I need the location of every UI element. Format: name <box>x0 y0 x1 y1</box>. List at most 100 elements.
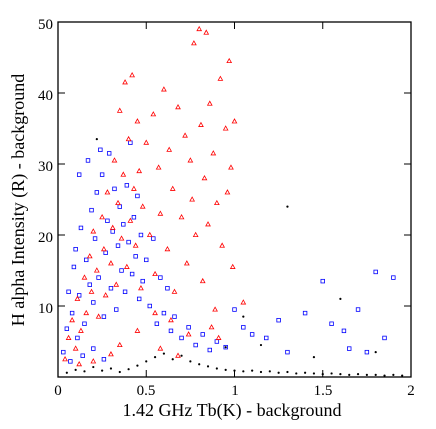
dot-point <box>259 343 263 347</box>
dot-point <box>295 372 298 375</box>
square-point <box>117 204 122 209</box>
triangle-point <box>108 260 114 266</box>
square-point <box>85 158 91 163</box>
triangle-point <box>229 263 236 269</box>
triangle-point <box>127 217 134 223</box>
square-point <box>154 321 160 326</box>
triangle-point <box>111 157 118 163</box>
triangle-point <box>108 351 114 357</box>
triangle-point <box>86 253 93 259</box>
dot-point <box>242 315 245 318</box>
triangle-point <box>189 196 196 202</box>
dot-point <box>392 373 395 376</box>
triangle-point <box>74 295 81 301</box>
dot-point <box>383 374 386 377</box>
triangle-point <box>143 139 150 145</box>
square-point <box>364 349 370 355</box>
square-point <box>106 151 112 156</box>
square-point <box>129 271 135 277</box>
triangle-point <box>210 150 217 156</box>
dot-point <box>330 372 333 375</box>
square-point <box>89 207 94 213</box>
triangle-point <box>134 327 141 333</box>
triangle-point <box>90 358 97 364</box>
square-point <box>249 332 255 337</box>
dot-point <box>304 371 307 374</box>
square-point <box>158 275 163 280</box>
square-point <box>207 347 212 353</box>
triangle-point <box>72 345 79 351</box>
plot-frame <box>57 21 412 378</box>
triangle-point <box>219 242 226 248</box>
square-point <box>276 317 281 323</box>
dot-point <box>189 360 192 363</box>
dot-point <box>224 346 227 349</box>
dot-point <box>162 352 165 355</box>
triangle-point <box>215 334 222 340</box>
square-point <box>172 314 177 319</box>
dot-point <box>259 370 263 374</box>
triangle-point <box>134 118 141 124</box>
triangle-point <box>196 25 203 32</box>
dot-point <box>339 297 342 300</box>
triangle-point <box>187 157 194 163</box>
dot-point <box>215 367 218 370</box>
dot-point <box>286 205 289 208</box>
triangle-point <box>175 103 181 110</box>
dot-point <box>92 365 95 369</box>
triangle-point <box>132 242 139 248</box>
x-tick-label: 0.5 <box>137 383 156 399</box>
square-point <box>91 300 96 305</box>
square-point <box>112 186 117 192</box>
dot-point <box>401 374 404 377</box>
square-point <box>114 307 119 312</box>
triangle-point <box>175 352 181 358</box>
square-point <box>84 257 89 263</box>
square-point <box>80 353 85 358</box>
square-point <box>66 289 71 294</box>
square-point <box>82 321 87 326</box>
square-point <box>329 321 334 326</box>
square-point <box>355 307 361 312</box>
triangle-point <box>95 313 102 319</box>
y-tick-label: 50 <box>38 17 53 33</box>
square-point <box>69 310 75 316</box>
square-point <box>140 278 145 284</box>
square-point <box>73 246 78 252</box>
axis-ticks <box>57 21 412 377</box>
square-point <box>105 218 110 223</box>
y-tick-label: 40 <box>38 88 53 104</box>
square-point <box>68 359 73 364</box>
triangle-point <box>198 121 204 127</box>
dot-point <box>109 367 113 370</box>
dot-point <box>286 370 289 374</box>
triangle-point <box>131 185 137 191</box>
triangle-point <box>146 231 153 238</box>
data-series-layer <box>61 25 404 377</box>
dot-point <box>206 365 210 368</box>
square-point <box>71 264 77 270</box>
square-point <box>135 193 140 199</box>
square-point <box>302 310 308 316</box>
triangle-point <box>118 235 125 241</box>
dot-point <box>242 370 245 373</box>
square-point <box>136 296 142 302</box>
triangle-point <box>152 309 158 316</box>
square-point <box>103 250 108 255</box>
triangle-point <box>161 86 167 92</box>
square-point <box>75 335 80 341</box>
triangle-point <box>157 210 164 216</box>
triangle-point <box>136 167 143 174</box>
triangle-point <box>109 224 116 230</box>
triangle-point <box>191 40 197 46</box>
y-tick-label: 20 <box>38 230 53 246</box>
triangle-point <box>122 79 128 85</box>
square-point <box>382 335 387 341</box>
triangle-point <box>129 72 136 78</box>
triangle-point <box>178 214 185 220</box>
square-point <box>214 339 220 344</box>
dot-point <box>356 373 360 376</box>
triangle-point <box>62 356 68 362</box>
triangle-point <box>139 203 146 209</box>
triangle-point <box>69 316 75 323</box>
